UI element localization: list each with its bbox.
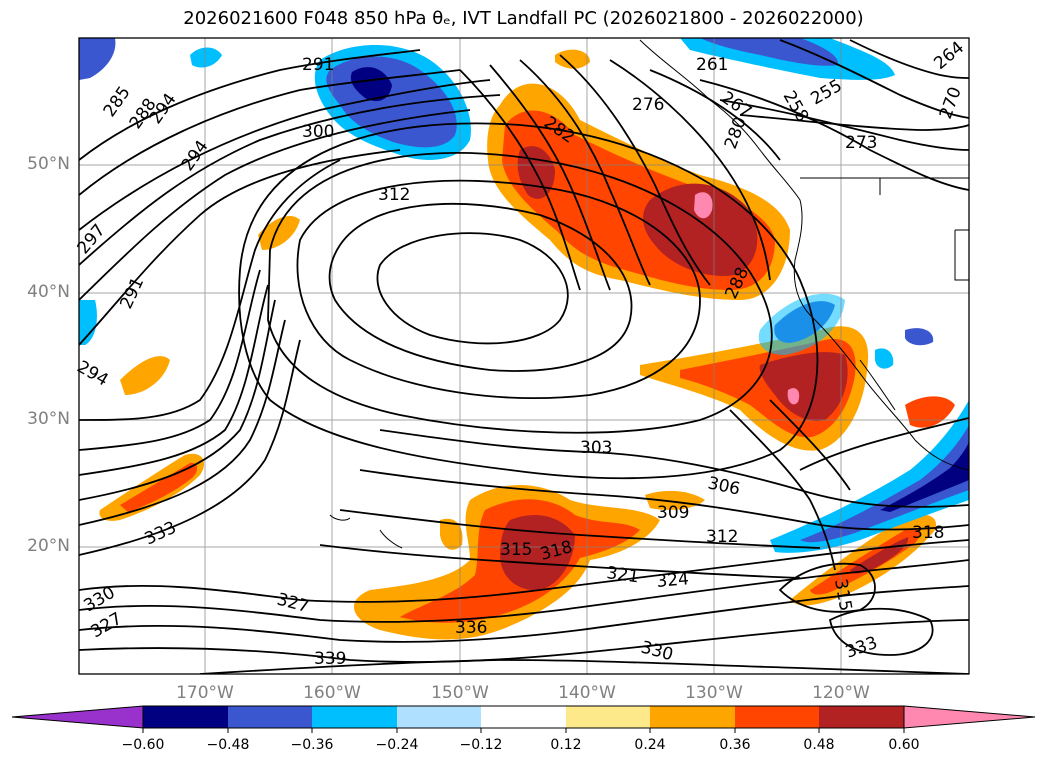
colorbar-segment	[397, 706, 481, 728]
contour-label: 300	[302, 122, 334, 142]
shade-sw-band-mid	[120, 462, 198, 512]
lat-label-30n: 30°N	[27, 409, 70, 429]
contour-label: 321	[605, 563, 640, 587]
colorbar-tick-label: 0.12	[550, 737, 582, 753]
shade-ne-pacific-core	[643, 183, 758, 276]
contour-label: 315	[500, 540, 532, 560]
contour-label: 312	[378, 185, 410, 205]
lon-label-170w: 170°W	[176, 683, 234, 703]
colorbar-tick-label: −0.24	[375, 737, 419, 753]
shade-baja-neg-core	[880, 440, 969, 512]
colorbar-tick-label: −0.36	[290, 737, 334, 753]
contour-label: 273	[845, 133, 877, 153]
contour-label: 318	[912, 523, 944, 543]
colorbar-tick-label: −0.48	[206, 737, 250, 753]
colorbar-tick-label: 0.24	[634, 737, 666, 753]
colorbar-segment	[228, 706, 312, 728]
theta-e-contours	[79, 39, 969, 674]
contour-label: 312	[706, 527, 738, 547]
shade-gulf-neg-mid	[700, 38, 839, 66]
colorbar-segment	[143, 706, 228, 728]
colorbar-tick-label: 0.60	[888, 737, 920, 753]
graticule	[79, 38, 969, 674]
colorbar-tick-label: −0.12	[459, 737, 503, 753]
shade-alaska-neg-core	[350, 67, 392, 102]
shade-e-neg-2	[905, 328, 934, 346]
figure-title: 2026021600 F048 850 hPa θₑ, IVT Landfall…	[183, 8, 864, 29]
colorbar-segment	[566, 706, 650, 728]
contour-label: 303	[580, 438, 612, 458]
contour-label: 261	[696, 55, 728, 75]
contour-label: 339	[314, 649, 346, 669]
lon-label-130w: 130°W	[685, 683, 743, 703]
shade-east-band-core	[759, 352, 848, 421]
shade-baja-neg-outer	[770, 400, 969, 553]
coastlines	[329, 39, 969, 549]
colorbar-tick-label: −0.60	[121, 737, 165, 753]
lon-label-160w: 160°W	[303, 683, 361, 703]
shade-east-peak	[787, 388, 800, 405]
lat-label-50n: 50°N	[27, 154, 70, 174]
map-frame	[78, 37, 970, 675]
lon-label-120w: 120°W	[812, 683, 870, 703]
colorbar-segment	[481, 706, 566, 728]
contour-label: 309	[657, 503, 689, 523]
colorbar-segment	[819, 706, 904, 728]
shade-s-cell-2	[645, 490, 705, 510]
shaded-field	[79, 38, 969, 640]
lon-label-140w: 140°W	[558, 683, 616, 703]
contour-label: 276	[632, 95, 664, 115]
shade-s-cell-1	[440, 518, 463, 550]
shade-nw-neg	[79, 38, 116, 80]
contour-label: 336	[455, 618, 487, 638]
colorbar-tick-label: 0.48	[803, 737, 835, 753]
shade-e-neg-1	[875, 348, 894, 369]
shade-w-cell-1	[120, 356, 170, 395]
colorbar-tick-label: 0.36	[719, 737, 751, 753]
contour-label: 324	[656, 569, 690, 592]
lon-label-150w: 150°W	[431, 683, 489, 703]
shade-ne-pacific-peak	[694, 192, 713, 219]
shade-w-cell-2	[258, 215, 300, 250]
shade-w-neg-1	[79, 300, 97, 345]
lat-label-20n: 20°N	[27, 536, 70, 556]
shade-nw-neg-2	[190, 47, 222, 68]
colorbar-segment	[312, 706, 397, 728]
colorbar-extend-low	[11, 705, 144, 729]
shade-calif-neg-outer	[758, 293, 845, 355]
shade-n-cell	[555, 49, 590, 69]
colorbar	[11, 705, 1036, 733]
contour-labels: 285 288 294 291 294 297 291 294 300 312 …	[74, 38, 969, 669]
lat-label-40n: 40°N	[27, 282, 70, 302]
colorbar-segment	[650, 706, 735, 728]
colorbar-segment	[735, 706, 819, 728]
colorbar-extend-high	[903, 705, 1036, 729]
contour-label: 291	[302, 55, 334, 75]
